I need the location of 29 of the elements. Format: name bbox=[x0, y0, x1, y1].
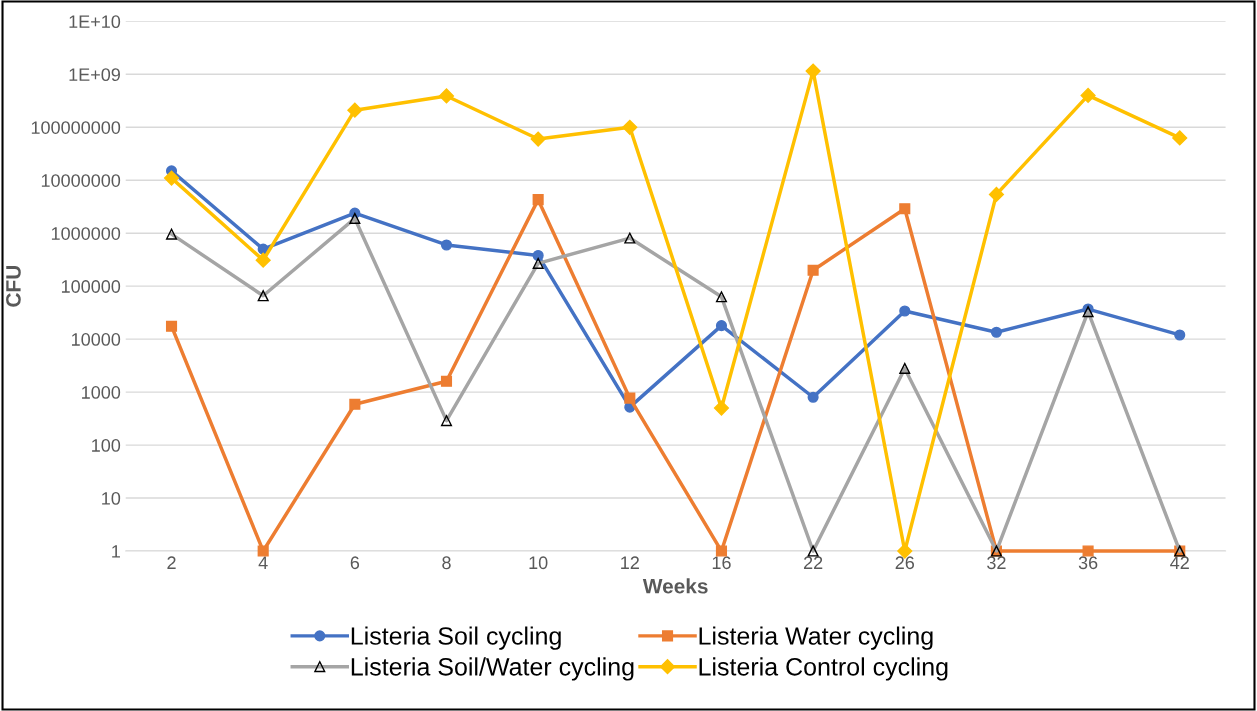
x-tick-label: 2 bbox=[167, 556, 176, 569]
x-tick-label: 8 bbox=[442, 556, 451, 570]
x-tick-label: 6 bbox=[350, 556, 360, 570]
y-axis-title: CFU bbox=[6, 266, 21, 307]
legend-label: Listeria Soil cycling bbox=[351, 626, 561, 650]
legend-label: Listeria Water cycling bbox=[699, 626, 933, 650]
y-tick-label: 1000 bbox=[82, 386, 121, 399]
x-tick-label: 16 bbox=[712, 556, 731, 570]
x-tick-label: 4 bbox=[258, 556, 268, 569]
legend-label: Listeria Control cycling bbox=[699, 657, 948, 681]
x-tick-label: 42 bbox=[1170, 556, 1189, 569]
x-tick-label: 26 bbox=[895, 556, 915, 570]
y-tick-label: 1 bbox=[112, 545, 120, 558]
y-tick-label: 10 bbox=[102, 491, 121, 505]
y-tick-label: 10000 bbox=[72, 333, 121, 346]
y-tick-label: 100000000 bbox=[31, 121, 121, 134]
legend-label: Listeria Soil/Water cycling bbox=[351, 657, 634, 681]
x-tick-label: 12 bbox=[621, 556, 639, 569]
x-tick-label: 10 bbox=[529, 556, 548, 570]
y-tick-label: 1E+09 bbox=[69, 68, 120, 82]
x-tick-label: 22 bbox=[803, 556, 823, 569]
x-tick-label: 32 bbox=[987, 556, 1006, 570]
y-tick-label: 100 bbox=[92, 439, 121, 452]
y-tick-label: 10000000 bbox=[41, 174, 121, 187]
x-axis-title: Weeks bbox=[642, 578, 708, 594]
y-tick-label: 100000 bbox=[61, 280, 121, 293]
y-tick-label: 1E+10 bbox=[69, 15, 121, 29]
y-tick-label: 1000000 bbox=[51, 227, 121, 240]
x-tick-label: 36 bbox=[1078, 556, 1098, 570]
